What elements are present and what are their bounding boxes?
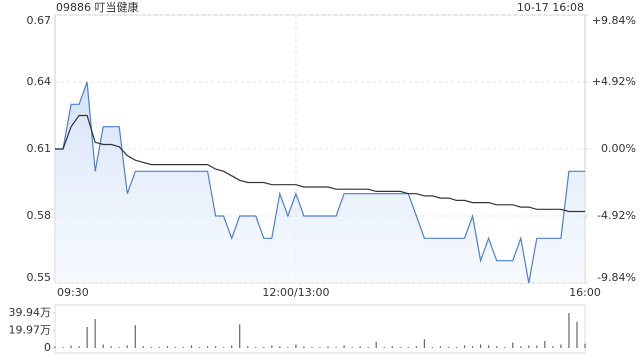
y-tick-label: 0.55 (27, 271, 52, 284)
volume-bar (263, 347, 265, 348)
x-tick-label: 12:00/13:00 (262, 286, 329, 299)
volume-bar (528, 345, 530, 348)
volume-bar (359, 346, 361, 348)
y-tick-label: 0 (44, 341, 51, 354)
volume-bar (568, 313, 570, 348)
volume-bar (239, 324, 241, 348)
y-tick-label: 0.67 (27, 14, 52, 27)
volume-bar (206, 346, 209, 348)
volume-bar (158, 347, 160, 348)
volume-bar (94, 319, 96, 348)
volume-bar (552, 346, 554, 348)
volume-bar (319, 347, 321, 348)
y-tick-label: 39.94万 (9, 306, 52, 319)
volume-bar (311, 347, 313, 348)
price-line (55, 81, 585, 284)
volume-bar (463, 345, 466, 348)
volume-bar (512, 342, 514, 348)
y2-tick-label: +4.92% (592, 75, 636, 88)
volume-bar (480, 344, 482, 348)
volume-bar (303, 346, 305, 348)
volume-bar (423, 339, 425, 348)
y2-tick-label: +9.84% (592, 14, 636, 27)
volume-bar (399, 347, 401, 348)
volume-bar (190, 345, 193, 348)
volume-bar (367, 347, 369, 348)
x-tick-label: 16:00 (569, 286, 601, 299)
volume-bar (150, 347, 152, 348)
y-tick-label: 0.64 (27, 75, 52, 88)
volume-bar (544, 340, 546, 348)
volume-bar (247, 346, 249, 348)
volume-bar (560, 344, 562, 348)
y2-tick-label: -4.92% (597, 209, 636, 222)
volume-bar (231, 345, 233, 348)
volume-bar (439, 346, 442, 348)
volume-bar (471, 346, 474, 348)
y2-tick-label: -9.84% (597, 271, 636, 284)
volume-bar (383, 347, 385, 348)
volume-bar (504, 347, 506, 348)
volume-bar (287, 347, 289, 348)
volume-bar (166, 346, 169, 348)
volume-bar (455, 347, 458, 348)
volume-bar (375, 341, 377, 348)
volume-bar (118, 347, 120, 348)
y-tick-label: 0.58 (27, 209, 52, 222)
volume-bar (496, 346, 498, 348)
volume-bar (54, 346, 56, 348)
volume-bar (584, 343, 586, 348)
volume-bar (255, 347, 257, 348)
volume-bar (488, 345, 490, 348)
volume-bar (391, 346, 393, 348)
y-tick-label: 19.97万 (9, 324, 52, 337)
volume-bar (295, 344, 297, 348)
volume-bar (142, 346, 144, 348)
volume-bar (102, 344, 104, 348)
volume-bar (86, 326, 88, 348)
volume-bar (335, 347, 337, 348)
timestamp: 10-17 16:08 (517, 1, 584, 14)
volume-bar (415, 346, 417, 348)
volume-bar (327, 346, 329, 348)
volume-frame (54, 304, 586, 354)
average-line (55, 114, 585, 213)
volume-bar (431, 347, 434, 348)
volume-bar (126, 345, 128, 348)
volume-bar (78, 346, 80, 348)
volume-bar (447, 347, 450, 348)
volume-bar (271, 345, 273, 348)
volume-bar (198, 347, 201, 348)
volume-bar (343, 345, 345, 348)
volume-bar (223, 347, 225, 348)
volume-bar (279, 346, 281, 348)
volume-bar (62, 347, 64, 348)
volume-bar (520, 346, 522, 348)
volume-bar (215, 346, 217, 348)
volume-bar (70, 345, 72, 348)
volume-bar (110, 346, 112, 348)
volume-bar (351, 347, 353, 348)
stock-title: 09886 叮当健康 (56, 0, 139, 14)
volume-bar (536, 345, 538, 348)
y2-tick-label: 0.00% (601, 142, 636, 155)
volume-bar (174, 347, 177, 348)
volume-bar (182, 347, 185, 348)
volume-bar (576, 321, 578, 348)
volume-bar (407, 347, 409, 348)
volume-bar (134, 325, 136, 348)
price-area (55, 82, 585, 283)
y-tick-label: 0.61 (27, 142, 52, 155)
x-tick-label: 09:30 (57, 286, 89, 299)
